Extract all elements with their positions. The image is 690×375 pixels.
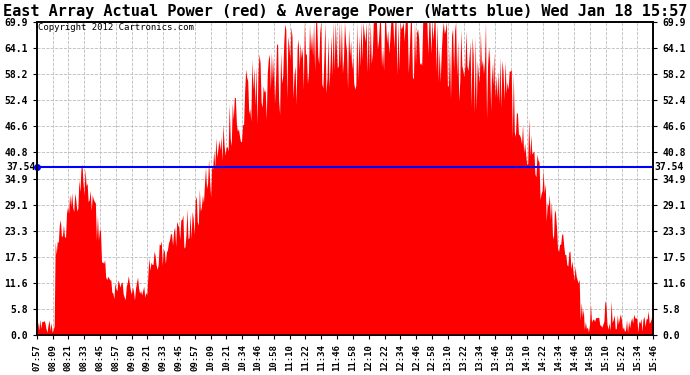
Text: Copyright 2012 Cartronics.com: Copyright 2012 Cartronics.com (38, 23, 194, 32)
Text: 37.54: 37.54 (654, 162, 683, 172)
Text: 37.54: 37.54 (7, 162, 36, 172)
Title: East Array Actual Power (red) & Average Power (Watts blue) Wed Jan 18 15:57: East Array Actual Power (red) & Average … (3, 4, 687, 19)
